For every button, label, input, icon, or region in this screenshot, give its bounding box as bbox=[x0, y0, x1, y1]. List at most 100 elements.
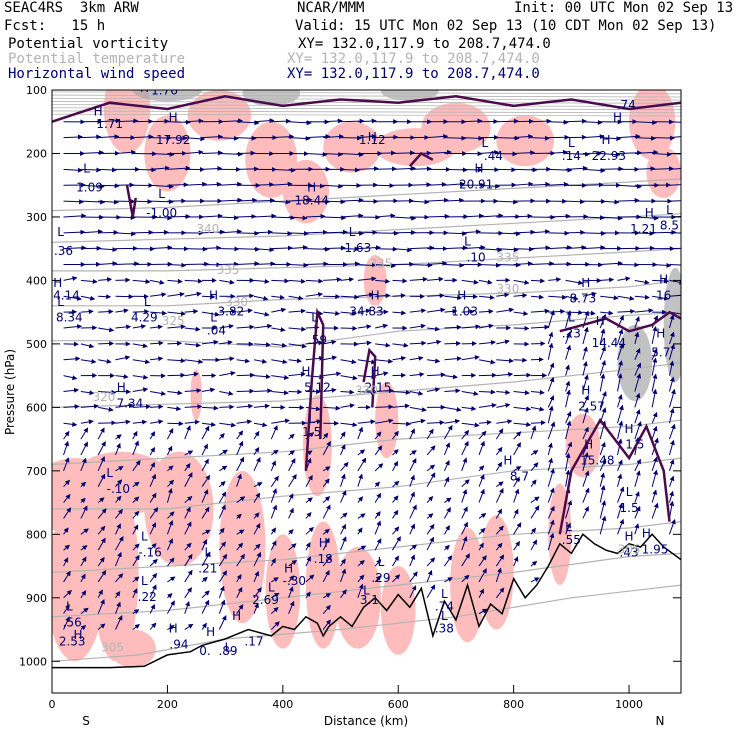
wind-vector bbox=[478, 402, 497, 408]
wind-vector bbox=[253, 198, 276, 203]
theta-isentrope bbox=[52, 178, 681, 212]
wind-vector bbox=[443, 442, 451, 456]
wind-vector bbox=[253, 551, 261, 567]
wind-vector bbox=[409, 585, 417, 599]
wind-vector bbox=[668, 331, 675, 345]
wind-vector bbox=[340, 512, 348, 519]
wind-vector bbox=[98, 327, 115, 333]
wind-vector bbox=[495, 446, 503, 456]
hl-label: -1.00 bbox=[146, 206, 177, 220]
wind-vector bbox=[513, 540, 521, 551]
wind-vector bbox=[600, 136, 622, 142]
wind-vector bbox=[444, 181, 465, 187]
wind-vector bbox=[513, 118, 534, 124]
wind-vector bbox=[167, 511, 175, 519]
pv-shade-region bbox=[380, 566, 416, 655]
wind-vector bbox=[219, 422, 237, 428]
x-tick-label: 0 bbox=[49, 698, 56, 711]
wind-vector bbox=[167, 311, 187, 317]
wind-vector bbox=[513, 261, 533, 267]
wind-vector bbox=[444, 295, 463, 301]
wind-vector bbox=[167, 135, 188, 141]
wind-vector bbox=[219, 481, 226, 488]
wind-vector bbox=[392, 495, 399, 503]
wind-vector bbox=[202, 150, 224, 156]
wind-vector bbox=[305, 229, 328, 235]
wind-vector bbox=[495, 587, 505, 599]
wind-vector bbox=[443, 506, 451, 519]
wind-vector bbox=[236, 496, 246, 503]
y-tick-label: 100 bbox=[26, 84, 47, 97]
wind-vector bbox=[513, 213, 533, 219]
wind-vector bbox=[668, 360, 675, 376]
wind-vector bbox=[478, 474, 485, 487]
wind-vector bbox=[323, 134, 344, 140]
wind-vector bbox=[340, 261, 361, 267]
wind-vector bbox=[63, 387, 80, 393]
wind-vector bbox=[305, 497, 313, 503]
wind-vector bbox=[132, 374, 149, 380]
wind-vector bbox=[357, 473, 363, 487]
hl-label: 1.03 bbox=[451, 304, 478, 318]
wind-vector bbox=[98, 277, 113, 283]
wind-vector bbox=[617, 198, 640, 204]
wind-vector bbox=[530, 496, 540, 503]
wind-vector bbox=[288, 450, 295, 456]
wind-vector bbox=[548, 213, 571, 219]
wind-vector bbox=[219, 229, 243, 235]
wind-vector bbox=[63, 421, 78, 427]
model-title: SEAC4RS 3km ARW bbox=[4, 0, 139, 16]
wind-vector bbox=[97, 456, 105, 472]
wind-vector bbox=[323, 371, 342, 377]
wind-vector bbox=[322, 604, 331, 614]
hl-label: L bbox=[225, 641, 232, 655]
wind-vector bbox=[97, 497, 105, 503]
wind-vector bbox=[236, 430, 244, 440]
wind-vector bbox=[392, 430, 399, 440]
wind-vector bbox=[150, 151, 175, 157]
wind-vector bbox=[253, 213, 277, 219]
wind-vector bbox=[149, 558, 158, 567]
wind-vector bbox=[340, 230, 365, 236]
wind-vector bbox=[167, 372, 186, 378]
wind-vector bbox=[218, 615, 227, 630]
wind-vector bbox=[634, 331, 640, 345]
wind-vector bbox=[271, 181, 293, 187]
theta-label: 335 bbox=[496, 250, 519, 264]
wind-vector bbox=[288, 371, 306, 377]
hl-label: .36 bbox=[54, 244, 73, 258]
pv-shade-region bbox=[190, 369, 203, 421]
wind-vector bbox=[392, 460, 399, 472]
hl-label: .55 bbox=[562, 533, 581, 547]
hl-label: .94 bbox=[169, 638, 188, 652]
hl-label: 8.73 bbox=[570, 292, 597, 306]
wind-vector bbox=[409, 199, 430, 205]
theta-label: 320 bbox=[92, 390, 115, 404]
wind-vector bbox=[357, 574, 365, 583]
wind-vector bbox=[305, 406, 321, 412]
wind-vector bbox=[115, 523, 121, 535]
wind-vector bbox=[599, 500, 607, 519]
wind-vector bbox=[374, 445, 383, 456]
wind-vector bbox=[201, 489, 209, 503]
wind-vector bbox=[375, 358, 394, 364]
wind-vector bbox=[547, 487, 555, 503]
y-tick-label: 400 bbox=[26, 274, 47, 287]
y-tick-label: 1000 bbox=[19, 655, 47, 668]
hl-label: .29 bbox=[371, 571, 390, 585]
wind-vector bbox=[253, 323, 273, 329]
wind-vector bbox=[150, 404, 164, 410]
wind-vector bbox=[201, 425, 210, 440]
wind-vector bbox=[236, 604, 244, 614]
hl-label: H bbox=[169, 622, 178, 636]
hl-label: 20.91 bbox=[459, 177, 493, 191]
wind-vector bbox=[392, 449, 399, 456]
wind-vector bbox=[115, 479, 123, 488]
wind-vector bbox=[513, 431, 522, 440]
wind-vector bbox=[427, 339, 442, 345]
wind-vector bbox=[548, 230, 570, 236]
wind-vector bbox=[617, 295, 635, 301]
wind-vector bbox=[236, 403, 254, 409]
wind-vector bbox=[253, 247, 275, 253]
